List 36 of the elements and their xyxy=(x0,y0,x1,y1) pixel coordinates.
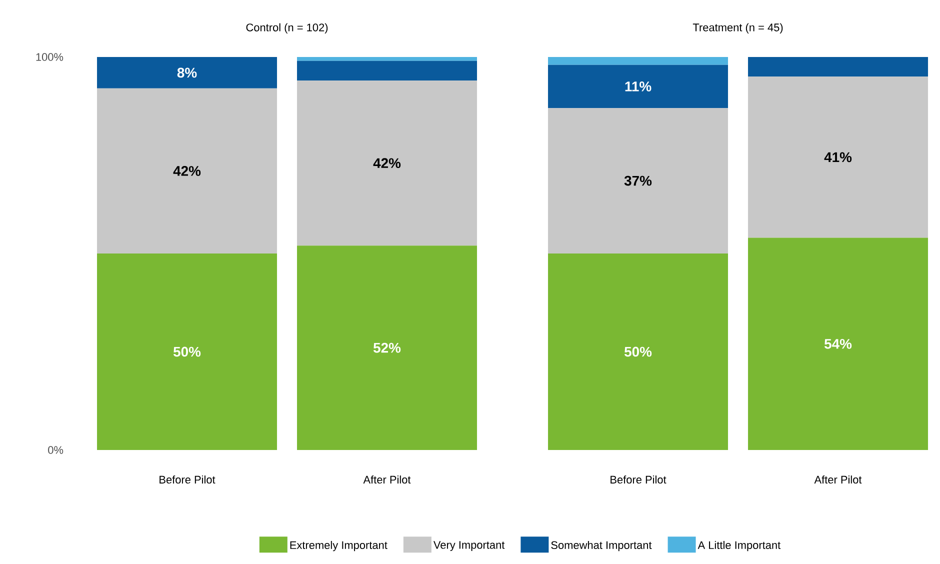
legend-label: Somewhat Important xyxy=(551,540,652,552)
bar xyxy=(297,80,478,246)
bar xyxy=(748,56,928,77)
bar xyxy=(97,56,278,88)
bar xyxy=(548,108,728,254)
bar xyxy=(297,56,478,61)
bar xyxy=(97,253,278,450)
bar xyxy=(548,253,728,450)
data-label: 37% xyxy=(624,176,652,186)
y-tick-label: 100% xyxy=(36,53,64,61)
data-label: 11% xyxy=(625,82,652,92)
x-tick-label: After Pilot xyxy=(363,476,411,484)
data-label: 42% xyxy=(173,166,201,176)
bar xyxy=(548,64,728,108)
data-label: 8% xyxy=(177,68,197,78)
bar xyxy=(297,246,478,450)
data-label: 42% xyxy=(373,158,401,168)
bar xyxy=(97,88,278,254)
x-tick-label: After Pilot xyxy=(814,476,862,484)
data-label: 52% xyxy=(373,342,401,353)
data-label: 50% xyxy=(173,346,201,357)
x-tick-label: Before Pilot xyxy=(160,476,216,484)
bar xyxy=(548,56,728,65)
x-tick-label: Before Pilot xyxy=(610,476,666,484)
data-label: 50% xyxy=(624,346,652,357)
bar xyxy=(748,76,928,238)
legend-label: Extremely Important xyxy=(290,540,388,552)
legend-label: A Little Important xyxy=(698,540,781,552)
chart-title: Treatment (n = 45) xyxy=(692,23,783,34)
data-label: 54% xyxy=(824,338,852,349)
bar xyxy=(748,238,928,450)
legend-label: Very Important xyxy=(433,541,505,551)
y-tick-label: 0% xyxy=(48,446,64,454)
data-label: 41% xyxy=(824,152,852,162)
bar xyxy=(297,60,478,81)
chart-title: Control (n = 102) xyxy=(246,23,328,34)
